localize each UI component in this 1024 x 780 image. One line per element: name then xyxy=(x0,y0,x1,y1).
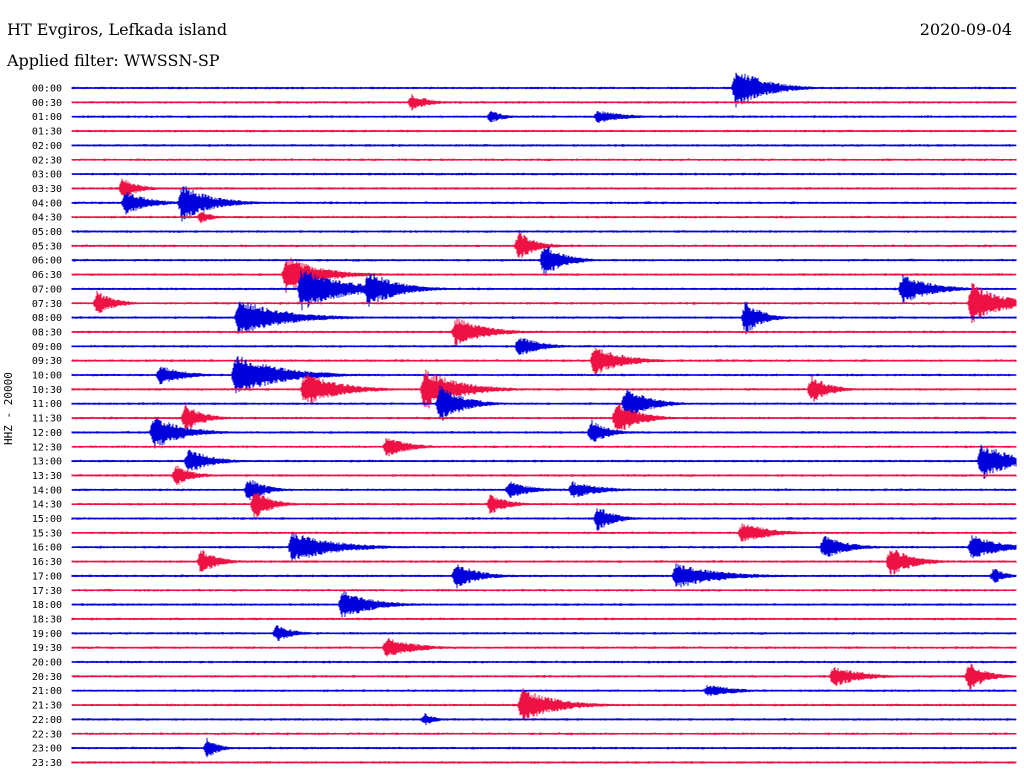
row-time-label: 18:00 xyxy=(32,600,62,611)
row-time-label: 22:00 xyxy=(32,715,62,726)
row-time-label: 05:30 xyxy=(32,241,62,252)
trace-row-23 xyxy=(71,403,1017,435)
row-time-label: 06:30 xyxy=(32,270,62,281)
row-time-label: 20:30 xyxy=(32,672,62,683)
row-time-label: 14:30 xyxy=(32,500,62,511)
row-time-label: 09:00 xyxy=(32,342,62,353)
row-time-label: 01:00 xyxy=(32,112,62,123)
row-time-label: 21:00 xyxy=(32,686,62,697)
trace-row-33 xyxy=(71,549,1017,576)
row-time-label: 09:30 xyxy=(32,356,62,367)
row-time-label: 03:30 xyxy=(32,184,62,195)
row-time-label: 05:00 xyxy=(32,227,62,238)
trace-row-19 xyxy=(71,348,1017,376)
row-time-label: 00:30 xyxy=(32,98,62,109)
row-time-label: 16:00 xyxy=(32,543,62,554)
trace-row-12 xyxy=(71,246,1017,276)
row-time-label: 07:00 xyxy=(32,284,62,295)
row-time-label: 15:30 xyxy=(32,528,62,539)
filter-subtitle: Applied filter: WWSSN-SP xyxy=(7,51,220,70)
row-time-label: 17:00 xyxy=(32,571,62,582)
row-time-label: 13:00 xyxy=(32,457,62,468)
row-time-label: 07:30 xyxy=(32,299,62,310)
row-time-label: 18:30 xyxy=(32,614,62,625)
row-time-label: 01:30 xyxy=(32,127,62,138)
row-time-label: 23:30 xyxy=(32,758,62,769)
row-time-label: 19:00 xyxy=(32,629,62,640)
row-time-label: 13:30 xyxy=(32,471,62,482)
row-time-label: 12:00 xyxy=(32,428,62,439)
row-time-label: 10:30 xyxy=(32,385,62,396)
station-title: HT Evgiros, Lefkada island xyxy=(7,20,228,39)
row-time-label: 08:00 xyxy=(32,313,62,324)
row-time-label: 10:00 xyxy=(32,371,62,382)
row-time-label: 00:00 xyxy=(32,84,62,95)
date-label: 2020-09-04 xyxy=(919,20,1012,39)
trace-row-30 xyxy=(71,508,1017,531)
row-time-label: 14:00 xyxy=(32,485,62,496)
row-time-label: 20:00 xyxy=(32,658,62,669)
trace-rows xyxy=(71,72,1017,764)
row-time-label: 17:30 xyxy=(32,586,62,597)
row-time-label: 06:00 xyxy=(32,256,62,267)
row-time-label: 02:30 xyxy=(32,155,62,166)
row-time-label: 23:00 xyxy=(32,744,62,755)
row-time-label: 11:30 xyxy=(32,414,62,425)
row-time-label: 15:00 xyxy=(32,514,62,525)
row-labels: 00:00 00:30 01:00 01:30 02:00 02:30 03:00 03:30… xyxy=(32,84,62,769)
trace-row-24 xyxy=(71,418,1017,449)
row-time-label: 22:30 xyxy=(32,729,62,740)
row-time-label: 03:00 xyxy=(32,170,62,181)
row-time-label: 12:30 xyxy=(32,442,62,453)
row-time-label: 04:30 xyxy=(32,213,62,224)
row-time-label: 04:00 xyxy=(32,198,62,209)
row-time-label: 16:30 xyxy=(32,557,62,568)
row-time-label: 19:30 xyxy=(32,643,62,654)
row-time-label: 21:30 xyxy=(32,701,62,712)
row-time-label: 08:30 xyxy=(32,327,62,338)
row-time-label: 02:00 xyxy=(32,141,62,152)
row-time-label: 11:00 xyxy=(32,399,62,410)
